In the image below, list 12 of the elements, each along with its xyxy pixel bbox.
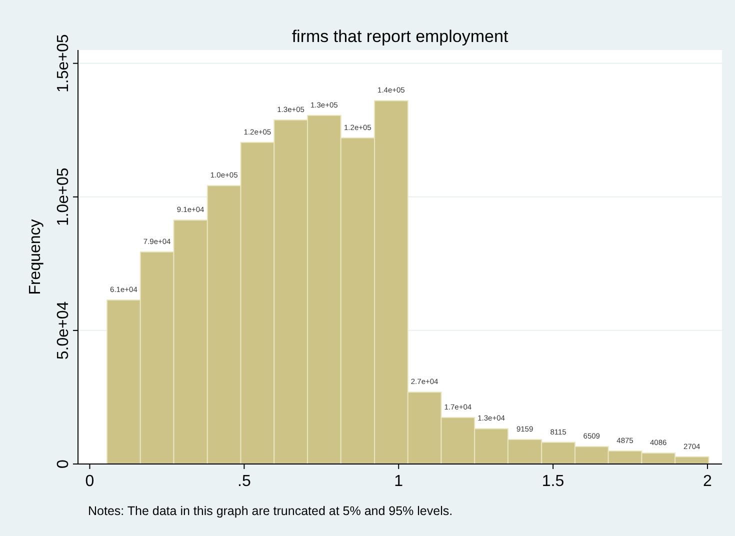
y-tick-label: 1.0e+05: [55, 168, 72, 226]
y-tick-label: 0: [55, 459, 72, 468]
x-tick-label: .5: [238, 473, 251, 490]
y-tick-label: 1.5e+05: [55, 34, 72, 92]
text: Notes: The data in this graph are truncated at 5% and 95% levels.: [88, 504, 453, 518]
x-tick-label: 1.5: [542, 473, 564, 490]
chart-title: firms that report employment: [292, 27, 508, 46]
y-tick-label: 5.0e+04: [55, 301, 72, 360]
x-tick-label: 0: [85, 473, 94, 490]
y-axis-title: Frequency: [27, 219, 44, 295]
x-tick-label: 2: [703, 473, 712, 490]
x-tick-label: 1: [394, 473, 404, 490]
